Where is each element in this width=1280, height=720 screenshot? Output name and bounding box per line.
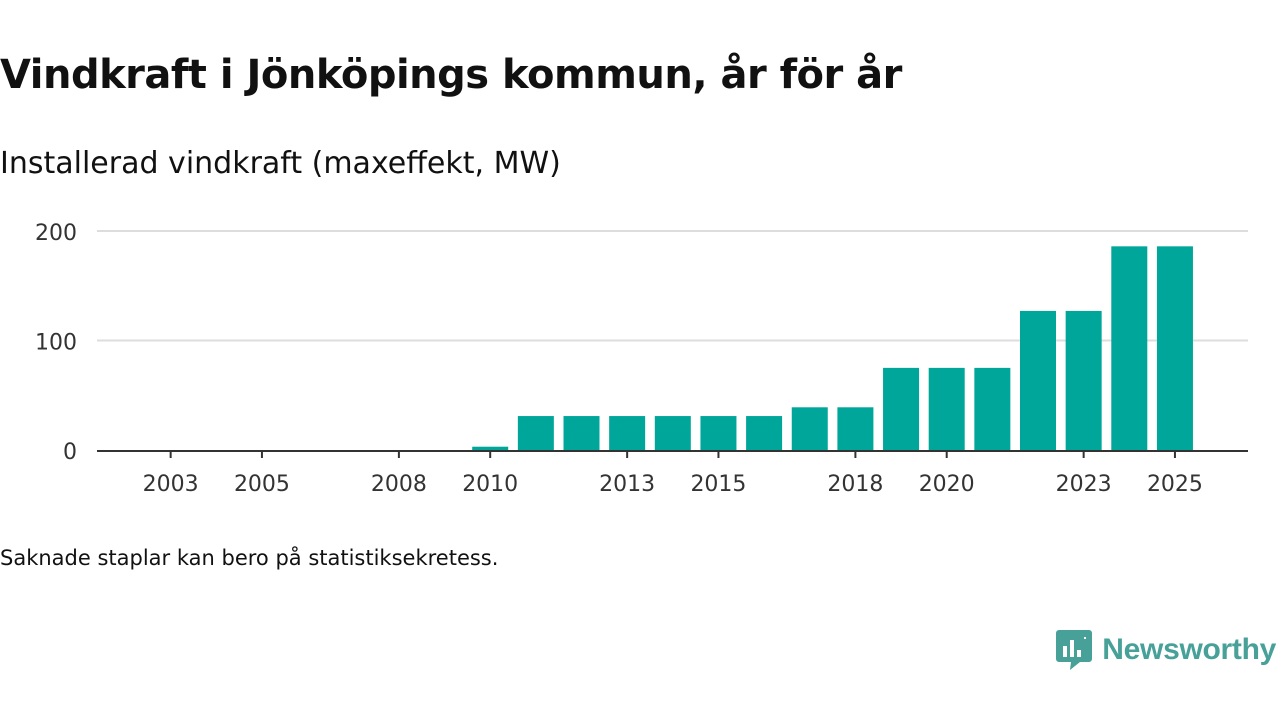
bar-2025 [1156, 246, 1193, 450]
footnote: Saknade staplar kan bero på statistiksek… [0, 546, 499, 570]
y-tick-label: 200 [35, 221, 77, 246]
chart-title: Vindkraft i Jönköpings kommun, år för år [0, 52, 902, 98]
x-tick-label: 2023 [1056, 472, 1112, 497]
x-tick-label: 2015 [690, 472, 746, 497]
bar-2014 [654, 416, 691, 450]
x-tick-label: 2013 [599, 472, 655, 497]
bar-2016 [746, 416, 783, 450]
x-tick-label: 2020 [919, 472, 975, 497]
x-tick-label: 2008 [371, 472, 427, 497]
x-tick-label: 2018 [827, 472, 883, 497]
y-tick-label: 100 [35, 331, 77, 356]
bar-2024 [1111, 246, 1148, 450]
bar-2011 [517, 416, 554, 450]
newsworthy-icon [1056, 630, 1093, 670]
bar-2020 [928, 367, 965, 450]
bar-2019 [883, 367, 920, 450]
chart-subtitle: Installerad vindkraft (maxeffekt, MW) [0, 146, 561, 181]
bar-2017 [791, 407, 828, 450]
bar-2021 [974, 367, 1011, 450]
brand-name: Newsworthy [1102, 633, 1276, 666]
gridlines [97, 230, 1248, 342]
bar-2018 [837, 407, 874, 450]
bar-2022 [1020, 310, 1056, 450]
bar-2010 [472, 446, 509, 450]
x-tick-label: 2025 [1147, 472, 1203, 497]
y-axis-ticks: 0 100 200 [35, 221, 77, 465]
x-tick-label: 2003 [143, 472, 199, 497]
bars [472, 246, 1193, 450]
bar-chart: 0 100 200 2003 2005 2008 2010 2013 2015 2018 2020… [35, 221, 1248, 497]
x-tick-label: 2005 [234, 472, 290, 497]
x-axis-ticks: 2003 2005 2008 2010 2013 2015 2018 2020 2023 2025 [143, 451, 1203, 497]
bar-2023 [1065, 310, 1102, 450]
newsworthy-logo: Newsworthy [1056, 628, 1276, 672]
bar-2012 [563, 416, 600, 450]
y-tick-label: 0 [63, 440, 77, 465]
x-tick-label: 2010 [462, 472, 518, 497]
bar-2015 [700, 416, 737, 450]
bar-2013 [609, 416, 646, 450]
